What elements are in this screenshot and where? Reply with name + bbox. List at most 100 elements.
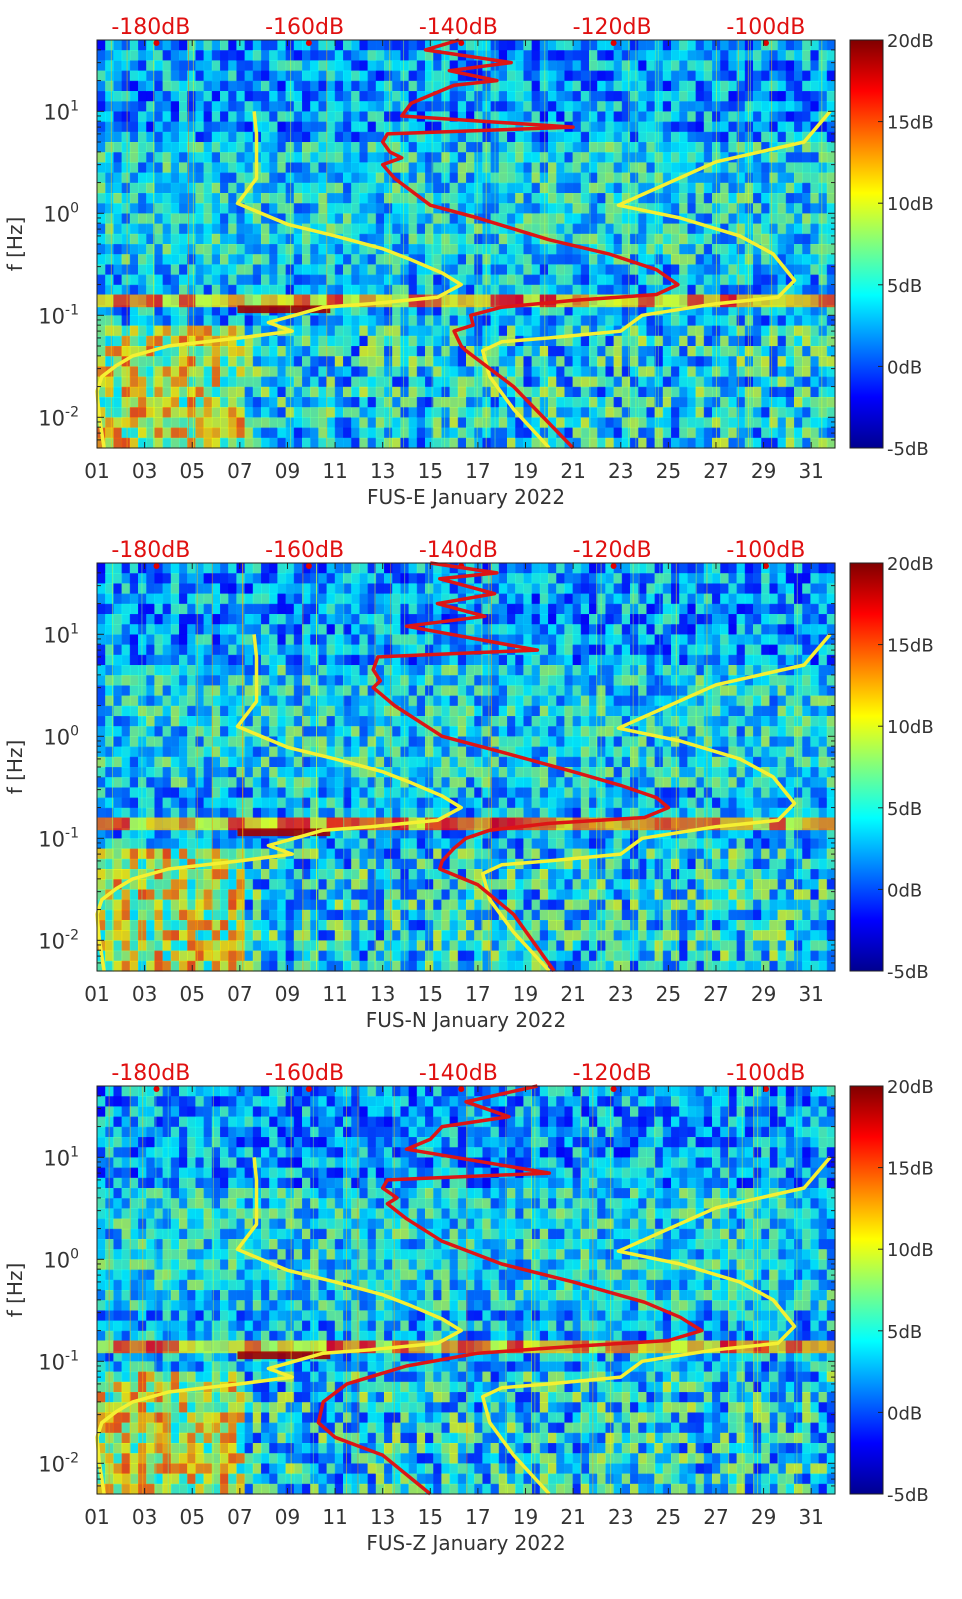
heatmap-cell bbox=[195, 624, 205, 635]
heatmap-cell bbox=[392, 60, 401, 72]
heatmap-cell bbox=[318, 40, 328, 51]
heatmap-cell bbox=[621, 121, 631, 133]
heatmap-cell bbox=[244, 437, 254, 449]
heatmap-cell bbox=[154, 807, 164, 819]
heatmap-cell bbox=[121, 950, 131, 962]
heatmap-cell bbox=[121, 909, 131, 921]
heatmap-cell bbox=[285, 437, 295, 449]
heatmap-cell bbox=[572, 223, 582, 235]
heatmap-cell bbox=[252, 437, 262, 449]
heatmap-cell bbox=[671, 223, 680, 235]
heatmap-cell bbox=[121, 111, 131, 123]
heatmap-cell bbox=[146, 223, 155, 235]
heatmap-cell bbox=[433, 305, 442, 316]
heatmap-cell bbox=[170, 930, 180, 941]
heatmap-cell bbox=[785, 284, 795, 296]
heatmap-cell bbox=[523, 325, 533, 337]
heatmap-cell bbox=[687, 193, 697, 204]
heatmap-cell bbox=[736, 437, 746, 449]
heatmap-cell bbox=[97, 736, 106, 748]
heatmap-cell bbox=[802, 91, 811, 102]
heatmap-cell bbox=[343, 111, 352, 123]
heatmap-cell bbox=[810, 407, 820, 418]
heatmap-cell bbox=[293, 807, 303, 819]
heatmap-cell bbox=[326, 746, 336, 758]
heatmap-band-cell bbox=[179, 294, 196, 308]
heatmap-cell bbox=[187, 274, 196, 286]
heatmap-cell bbox=[687, 233, 697, 245]
heatmap-cell bbox=[211, 386, 221, 398]
heatmap-cell bbox=[474, 131, 483, 143]
heatmap-cell bbox=[359, 213, 369, 225]
heatmap-cell bbox=[203, 787, 213, 799]
heatmap-cell bbox=[753, 60, 762, 72]
heatmap-cell bbox=[170, 244, 180, 255]
heatmap-cell bbox=[269, 121, 278, 133]
heatmap-cell bbox=[154, 848, 164, 860]
heatmap-cell bbox=[285, 315, 295, 327]
heatmap-cell bbox=[269, 685, 278, 697]
heatmap-cell bbox=[310, 869, 319, 880]
heatmap-cell bbox=[818, 172, 828, 184]
heatmap-cell bbox=[695, 284, 705, 296]
heatmap-cell bbox=[236, 787, 246, 799]
heatmap-cell bbox=[228, 233, 237, 245]
heatmap-cell bbox=[318, 654, 328, 666]
heatmap-cell bbox=[597, 203, 606, 214]
heatmap-cell bbox=[794, 233, 803, 245]
heatmap-cell bbox=[597, 233, 606, 245]
heatmap-cell bbox=[187, 767, 196, 778]
heatmap-cell bbox=[433, 376, 442, 388]
heatmap-cell bbox=[810, 162, 820, 174]
heatmap-cell bbox=[261, 726, 270, 737]
heatmap-cell bbox=[154, 101, 164, 112]
heatmap-cell bbox=[687, 325, 697, 337]
heatmap-cell bbox=[802, 376, 811, 388]
heatmap-cell bbox=[416, 284, 426, 296]
heatmap-cell bbox=[326, 685, 336, 697]
heatmap-cell bbox=[318, 91, 328, 102]
heatmap-cell bbox=[203, 70, 213, 82]
heatmap-cell bbox=[375, 417, 385, 429]
heatmap-cell bbox=[646, 284, 656, 296]
heatmap-cell bbox=[211, 121, 221, 133]
heatmap-cell bbox=[146, 213, 155, 225]
heatmap-cell bbox=[728, 427, 738, 439]
heatmap-cell bbox=[170, 305, 180, 316]
heatmap-cell bbox=[580, 223, 590, 235]
heatmap-cell bbox=[318, 960, 328, 972]
heatmap-cell bbox=[621, 284, 631, 296]
heatmap-cell bbox=[326, 142, 336, 153]
heatmap-cell bbox=[302, 437, 311, 449]
heatmap-cell bbox=[285, 746, 295, 758]
heatmap-cell bbox=[105, 182, 114, 194]
heatmap-cell bbox=[187, 583, 196, 595]
heatmap-cell bbox=[195, 838, 205, 850]
heatmap-cell bbox=[761, 376, 770, 388]
heatmap-cell bbox=[736, 366, 746, 378]
heatmap-cell bbox=[515, 356, 524, 367]
heatmap-cell bbox=[162, 736, 172, 748]
heatmap-cell bbox=[359, 91, 369, 102]
heatmap-cell bbox=[605, 40, 615, 51]
heatmap-cell bbox=[556, 80, 565, 92]
heatmap-cell bbox=[728, 315, 738, 327]
heatmap-cell bbox=[359, 325, 369, 337]
heatmap-cell bbox=[310, 960, 319, 972]
heatmap-cell bbox=[638, 305, 647, 316]
heatmap-cell bbox=[416, 437, 426, 449]
heatmap-cell bbox=[384, 203, 393, 214]
heatmap-cell bbox=[220, 60, 229, 72]
heatmap-cell bbox=[654, 437, 664, 449]
heatmap-cell bbox=[318, 101, 328, 112]
heatmap-cell bbox=[826, 264, 836, 276]
heatmap-cell bbox=[228, 427, 237, 439]
heatmap-cell bbox=[572, 244, 582, 255]
heatmap-cell bbox=[441, 121, 451, 133]
heatmap-cell bbox=[753, 407, 762, 418]
heatmap-cell bbox=[236, 746, 246, 758]
heatmap-cell bbox=[548, 264, 557, 276]
heatmap-cell bbox=[761, 417, 770, 429]
heatmap-cell bbox=[146, 203, 155, 214]
heatmap-cell bbox=[408, 70, 418, 82]
